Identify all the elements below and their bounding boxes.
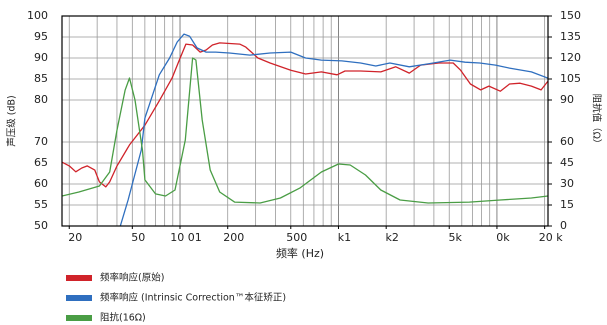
y-axis-title: 声压级 (dB) <box>6 95 18 146</box>
x-tick-label: 0k <box>496 231 510 244</box>
y-tick-label: 100 <box>27 9 48 22</box>
y-tick-label: 80 <box>34 93 48 106</box>
legend-swatch <box>66 295 92 301</box>
y2-tick-label: 60 <box>560 135 574 148</box>
x-tick-label: 5k <box>449 231 463 244</box>
y2-tick-label: 105 <box>560 72 581 85</box>
y2-tick-label: 15 <box>560 198 574 211</box>
x-tick-label: k2 <box>385 231 398 244</box>
x-tick-label: 50 <box>131 231 145 244</box>
plot-frame <box>61 15 549 227</box>
legend-swatch <box>66 315 92 321</box>
y2-tick-label: 30 <box>560 177 574 190</box>
x-tick-label: 20 <box>68 231 82 244</box>
y2-axis-title: 阻抗值（Ω） <box>591 94 603 149</box>
y-tick-label: 50 <box>34 219 48 232</box>
x-tick-label: 10 01 <box>170 231 202 244</box>
y-tick-label: 60 <box>34 177 48 190</box>
y-tick-label: 55 <box>34 198 48 211</box>
x-tick-label: 20 k <box>539 231 563 244</box>
x-tick-label: 500 <box>286 231 307 244</box>
y2-tick-label: 135 <box>560 30 581 43</box>
x-tick-label: k1 <box>338 231 351 244</box>
series-line <box>62 42 548 188</box>
y2-tick-label: 0 <box>560 219 567 232</box>
y-tick-label: 65 <box>34 156 48 169</box>
legend-label: 阻抗(16Ω) <box>100 312 146 324</box>
series-line <box>62 57 548 204</box>
x-axis-title: 频率 (Hz) <box>276 246 324 260</box>
y2-tick-label: 90 <box>560 93 574 106</box>
y2-tick-label: 120 <box>560 51 581 64</box>
y2-tick-label: 150 <box>560 9 581 22</box>
y2-tick-label: 45 <box>560 156 574 169</box>
legend-label: 频率响应 (Intrinsic Correction™本征矫正) <box>100 292 286 304</box>
y-tick-label: 85 <box>34 72 48 85</box>
series-line <box>119 33 548 226</box>
y-tick-label: 95 <box>34 30 48 43</box>
legend-label: 频率响应(原始) <box>100 272 164 284</box>
y-tick-label: 70 <box>34 135 48 148</box>
x-tick-label: 200 <box>223 231 244 244</box>
legend-swatch <box>66 275 92 281</box>
y-tick-label: 90 <box>34 51 48 64</box>
